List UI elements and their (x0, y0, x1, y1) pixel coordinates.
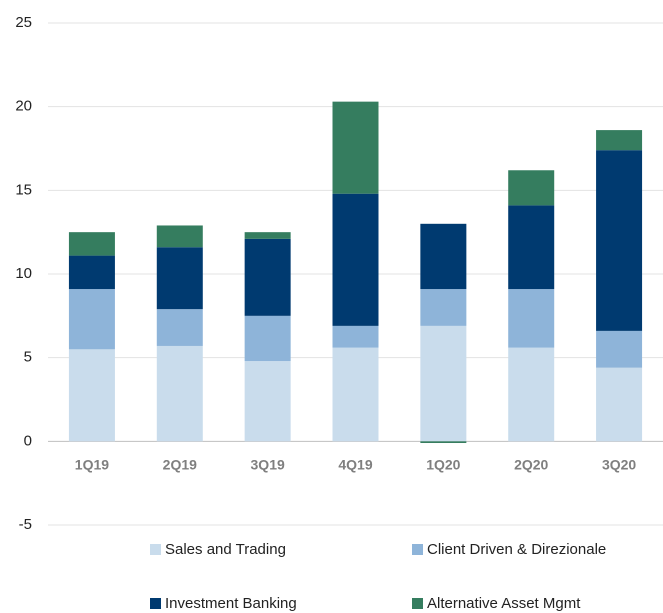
bar-segment (420, 223, 467, 290)
y-tick-label: 0 (24, 432, 32, 449)
bar-segment (68, 349, 115, 442)
y-tick-label: -5 (19, 516, 32, 533)
legend-swatch (412, 598, 423, 609)
bar-segment (332, 347, 379, 442)
bar-segment (156, 225, 203, 248)
bar-segment (332, 101, 379, 194)
x-tick-label: 3Q20 (602, 457, 636, 473)
legend-swatch (150, 544, 161, 555)
x-tick-label: 4Q19 (338, 457, 372, 473)
x-tick-label: 1Q19 (75, 457, 109, 473)
bar-segment (244, 232, 291, 239)
bar-segment (332, 193, 379, 326)
bar-segment (420, 325, 467, 442)
legend-label: Investment Banking (165, 595, 297, 612)
y-tick-label: 10 (15, 265, 32, 282)
bar-segment (508, 205, 555, 290)
bar-segment (244, 238, 291, 316)
x-tick-label: 1Q20 (426, 457, 460, 473)
bar-segment (596, 130, 643, 151)
y-tick-label: 25 (15, 14, 32, 31)
bar-segment (420, 289, 467, 326)
x-tick-label: 3Q19 (251, 457, 285, 473)
bar-segment (156, 247, 203, 310)
bar-segment (332, 325, 379, 348)
bar-segment (596, 330, 643, 368)
x-tick-label: 2Q19 (163, 457, 197, 473)
bar-segment (596, 367, 643, 442)
bar-segment (244, 315, 291, 362)
bar-segment (596, 150, 643, 331)
x-tick-label: 2Q20 (514, 457, 548, 473)
bar-segment (244, 361, 291, 442)
y-tick-label: 15 (15, 181, 32, 198)
y-tick-label: 5 (24, 349, 32, 366)
bar-segment (508, 170, 555, 206)
y-tick-label: 20 (15, 98, 32, 115)
bar-segment (68, 289, 115, 350)
bar-segment (156, 309, 203, 346)
bar-segment (156, 345, 203, 442)
bar-segment (508, 289, 555, 348)
legend-label: Client Driven & Direzionale (427, 541, 606, 558)
legend-swatch (150, 598, 161, 609)
bar-segment (68, 255, 115, 290)
legend-label: Alternative Asset Mgmt (427, 595, 581, 612)
bar-segment (68, 232, 115, 256)
legend-swatch (412, 544, 423, 555)
legend-label: Sales and Trading (165, 541, 286, 558)
bar-segment (508, 347, 555, 442)
bar-segment (420, 441, 467, 444)
